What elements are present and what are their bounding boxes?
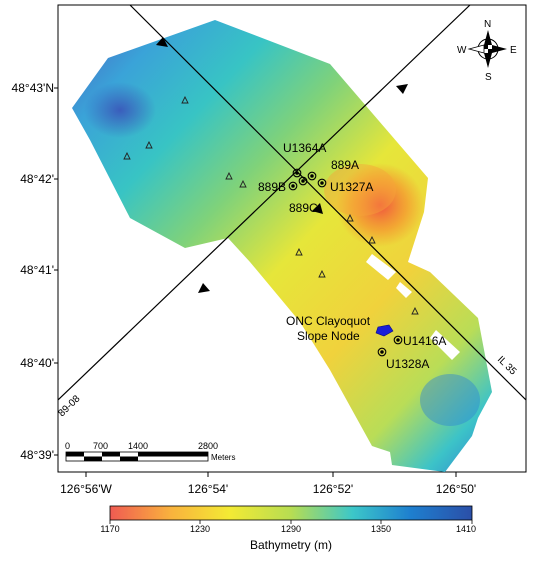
colorbar-tick: 1350 xyxy=(371,524,391,534)
colorbar-tick: 1230 xyxy=(190,524,210,534)
scale-tick-700: 700 xyxy=(93,441,108,451)
compass-e-label: E xyxy=(510,45,517,56)
scale-tick-2800: 2800 xyxy=(198,441,218,451)
compass-s-label: S xyxy=(485,72,492,83)
triangle-marker xyxy=(145,140,153,149)
site-labels: U1364A 889A 889B U1327A 889C U1416A U132… xyxy=(258,141,446,371)
triangle-marker xyxy=(318,269,326,278)
drill-sites xyxy=(288,168,403,357)
triangle-marker xyxy=(368,235,376,244)
compass-n-label: N xyxy=(484,19,491,30)
scale-bar: 0 700 1400 2800 Meters xyxy=(65,441,235,462)
triangle-marker xyxy=(346,213,354,222)
triangle-marker xyxy=(411,306,419,315)
label-u1327a: U1327A xyxy=(330,180,373,194)
compass-rose: N S W E xyxy=(457,19,517,83)
arrow-nw-upper xyxy=(156,37,168,47)
colorbar-label: Bathymetry (m) xyxy=(250,538,332,552)
scale-tick-1400: 1400 xyxy=(128,441,148,451)
arrow-ne-upper xyxy=(396,84,408,94)
triangle-marker xyxy=(225,171,233,180)
site-889a-marker[interactable] xyxy=(307,171,317,181)
triangle-marker xyxy=(239,179,247,188)
label-889c: 889C xyxy=(289,201,318,215)
compass-south-arrow-icon xyxy=(484,53,492,68)
site-u1328a-marker[interactable] xyxy=(377,347,387,357)
survey-lines xyxy=(58,5,526,401)
arrow-se-center xyxy=(312,203,323,214)
site-889b-marker[interactable] xyxy=(288,181,298,191)
onc-node-marker[interactable] xyxy=(375,324,394,337)
lat-label: 48°39' xyxy=(20,448,54,462)
longitude-labels: 126°56'W 126°54' 126°52' 126°50' xyxy=(60,482,476,496)
triangle-marker xyxy=(181,95,189,104)
scale-unit: Meters xyxy=(211,453,235,462)
bathymetry-surface xyxy=(72,20,492,472)
lat-label: 48°41' xyxy=(20,263,54,277)
lon-label: 126°52' xyxy=(313,482,353,496)
label-onc-node-line1: ONC Clayoquot xyxy=(286,314,371,328)
triangle-marker xyxy=(295,247,303,256)
triangle-marker xyxy=(123,151,131,160)
site-u1416a-marker[interactable] xyxy=(393,335,403,345)
longitude-ticks xyxy=(85,472,457,477)
seafloor-triangle-markers xyxy=(123,95,419,315)
arrow-sw-lower xyxy=(198,283,210,293)
lat-label: 48°40' xyxy=(20,356,54,370)
il35-track-line xyxy=(129,5,526,401)
lon-label: 126°50' xyxy=(436,482,476,496)
label-889b: 889B xyxy=(258,180,286,194)
latitude-ticks xyxy=(54,87,58,456)
lat-label: 48°43'N xyxy=(12,81,54,95)
site-u1364a-marker[interactable] xyxy=(292,168,302,178)
colorbar-tick: 1290 xyxy=(281,524,301,534)
site-889c-marker[interactable] xyxy=(298,176,308,186)
site-u1327a-marker[interactable] xyxy=(317,178,327,188)
compass-w-label: W xyxy=(457,45,467,56)
label-onc-node-line2: Slope Node xyxy=(297,329,360,343)
colorbar-tick: 1170 xyxy=(100,524,119,534)
scale-tick-0: 0 xyxy=(65,441,70,451)
compass-east-arrow-icon xyxy=(492,45,507,53)
compass-north-arrow-icon xyxy=(484,30,492,45)
label-u1364a: U1364A xyxy=(283,141,326,155)
latitude-labels: 48°43'N 48°42' 48°41' 48°40' 48°39' xyxy=(12,81,54,462)
colorbar-tick: 1410 xyxy=(456,524,476,534)
track-direction-arrows xyxy=(156,37,408,293)
label-u1416a: U1416A xyxy=(403,334,446,348)
label-u1328a: U1328A xyxy=(386,357,429,371)
lon-label: 126°54' xyxy=(188,482,228,496)
line-89-08-track-line xyxy=(58,5,471,401)
label-889a: 889A xyxy=(331,158,359,172)
lon-label: 126°56'W xyxy=(60,482,112,496)
bathymetry-colorbar: 1170 1230 1290 1350 1410 Bathymetry (m) xyxy=(100,505,476,552)
lat-label: 48°42' xyxy=(20,172,54,186)
